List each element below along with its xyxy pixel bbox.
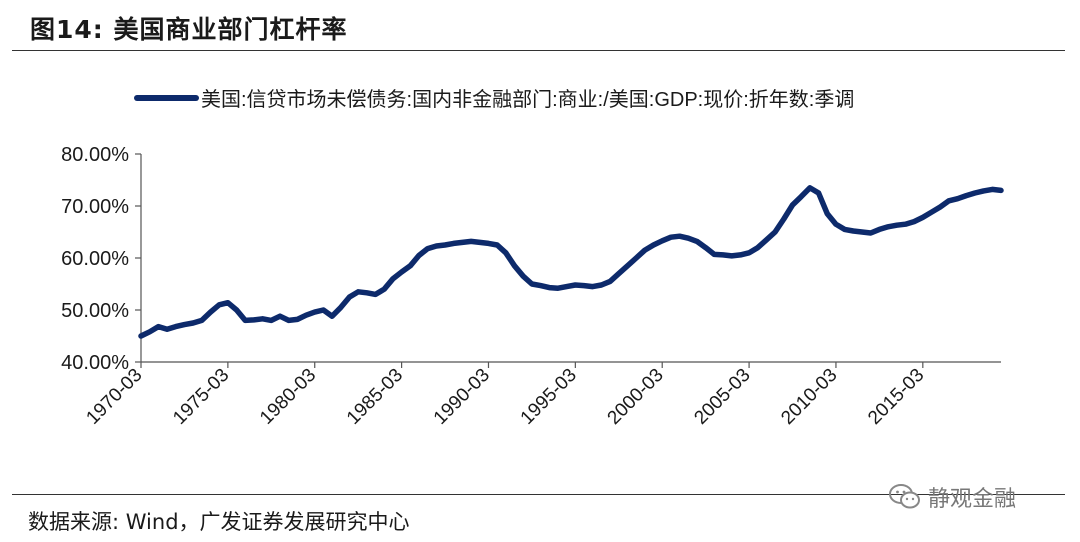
y-tick-label: 80.00% — [61, 144, 129, 166]
plot-area — [138, 185, 1004, 339]
x-tick-label: 2010-03 — [777, 365, 841, 429]
series-line-0 — [138, 185, 1004, 339]
source-note: 数据来源: Wind，广发证券发展研究中心 — [28, 510, 410, 534]
chart-legend: 美国:信贷市场未偿债务:国内非金融部门:商业:/美国:GDP:现价:折年数:季调 — [134, 88, 854, 111]
x-tick-label: 1990-03 — [430, 365, 494, 429]
y-tick-label: 60.00% — [61, 248, 129, 270]
x-tick-label: 2015-03 — [864, 365, 928, 429]
y-tick-label: 70.00% — [61, 196, 129, 218]
footer-divider — [12, 494, 1065, 495]
title-divider — [12, 50, 1065, 51]
x-tick-label: 2000-03 — [604, 365, 668, 429]
title-bar: 图14: 美国商业部门杠杆率 — [0, 0, 1080, 50]
x-tick-label: 1995-03 — [517, 365, 581, 429]
watermark-text: 静观金融 — [928, 487, 1017, 512]
wechat-icon — [889, 484, 920, 509]
figure-title: 图14: 美国商业部门杠杆率 — [30, 15, 348, 44]
y-tick-label: 40.00% — [61, 352, 129, 374]
x-tick-label: 2005-03 — [690, 365, 754, 429]
y-tick-label: 50.00% — [61, 300, 129, 322]
x-tick-label: 1975-03 — [169, 365, 233, 429]
watermark: 静观金融 — [888, 480, 1078, 514]
x-tick-label: 1980-03 — [256, 365, 320, 429]
x-tick-label: 1970-03 — [82, 365, 146, 429]
legend-label: 美国:信贷市场未偿债务:国内非金融部门:商业:/美国:GDP:现价:折年数:季调 — [201, 88, 854, 111]
line-chart: 美国:信贷市场未偿债务:国内非金融部门:商业:/美国:GDP:现价:折年数:季调… — [61, 88, 1004, 429]
x-tick-label: 1985-03 — [343, 365, 407, 429]
